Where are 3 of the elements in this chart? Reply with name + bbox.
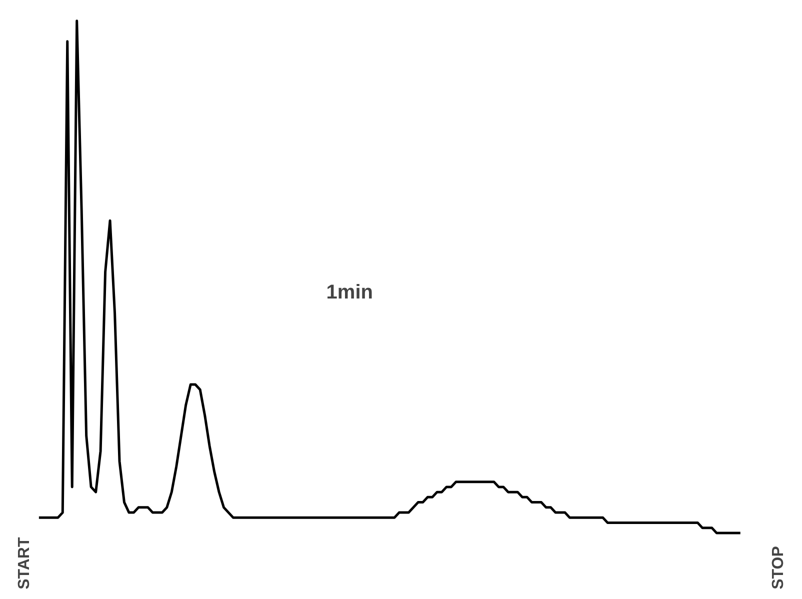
text: START (16, 537, 34, 590)
text: STOP (770, 546, 787, 590)
annotation: 1min (326, 281, 373, 304)
